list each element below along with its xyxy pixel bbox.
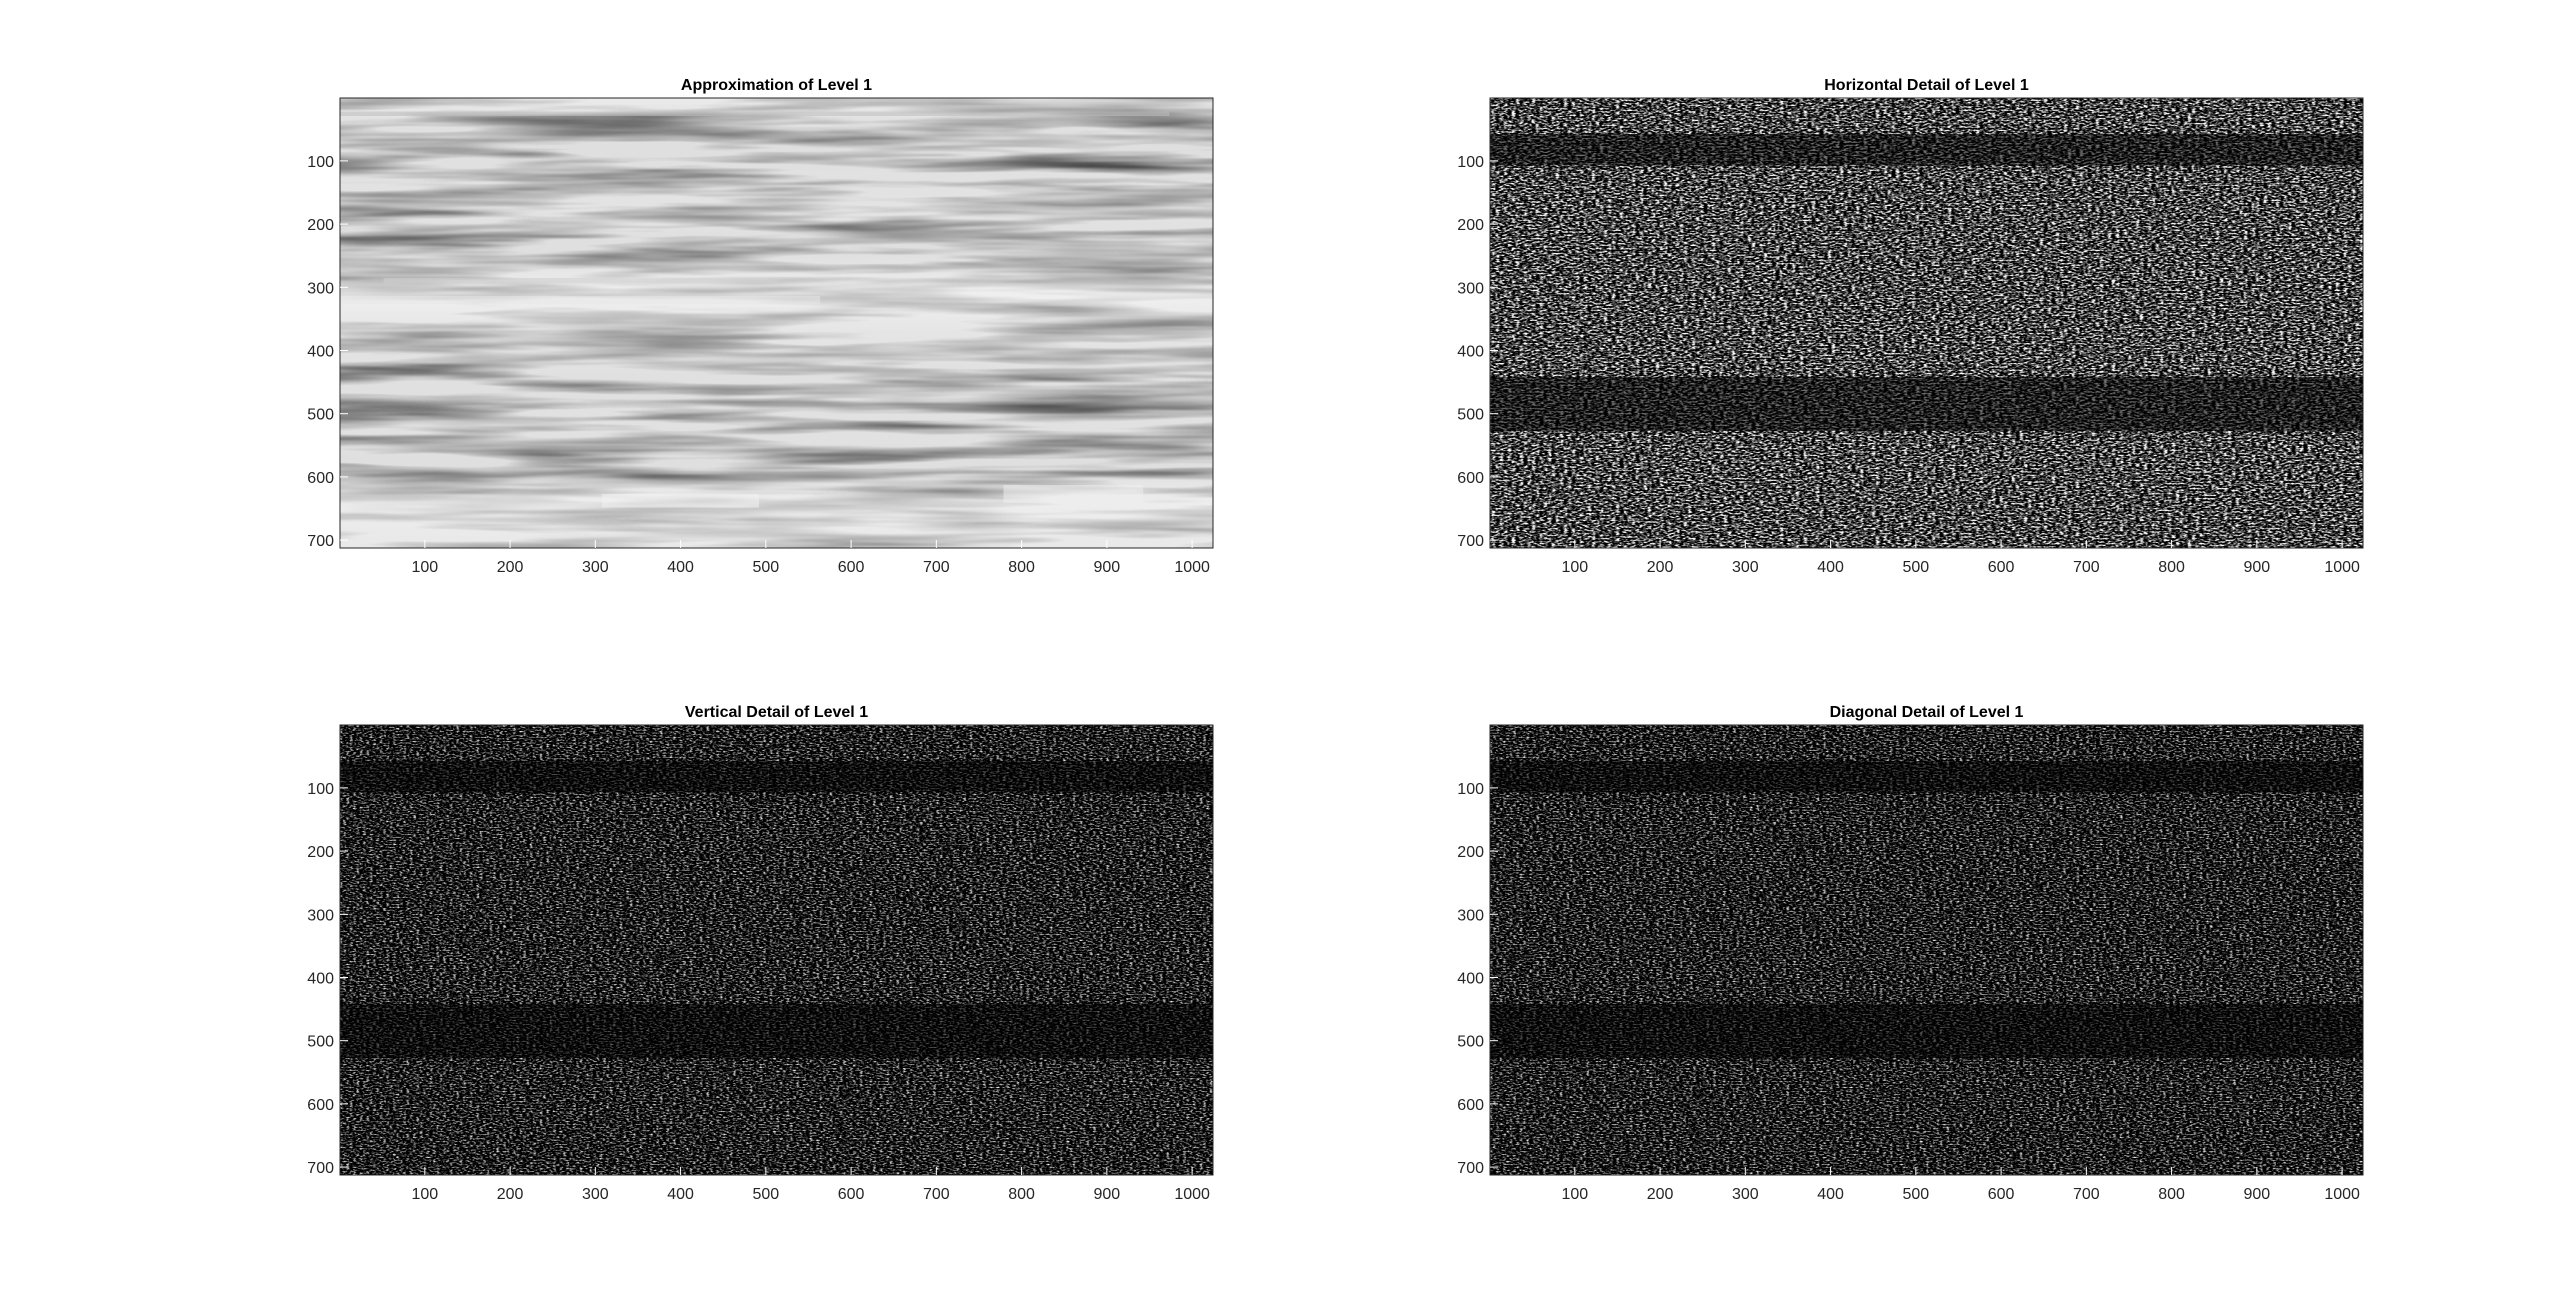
- y-tick-label: 700: [307, 533, 334, 550]
- y-tick-label: 400: [307, 343, 334, 360]
- x-tick-label: 400: [667, 559, 694, 576]
- image-streak: [601, 494, 760, 508]
- x-tick-label: 100: [1561, 559, 1588, 576]
- x-tick-label: 400: [1817, 559, 1844, 576]
- image-streak: [1003, 485, 1144, 503]
- image-texture: [1490, 725, 2363, 1175]
- y-tick-label: 400: [307, 970, 334, 987]
- y-tick-label: 100: [307, 781, 334, 798]
- image-dark-band: [340, 1004, 1213, 1058]
- image-streak: [340, 111, 1170, 116]
- y-tick-label: 700: [1457, 1160, 1484, 1177]
- y-tick-label: 700: [307, 1160, 334, 1177]
- y-tick-label: 100: [1457, 154, 1484, 171]
- y-tick-label: 300: [307, 907, 334, 924]
- x-tick-label: 600: [1988, 1186, 2015, 1203]
- x-tick-label: 800: [2158, 559, 2185, 576]
- subplot-title: Horizontal Detail of Level 1: [1824, 77, 2029, 94]
- y-tick-label: 500: [307, 1034, 334, 1051]
- x-tick-label: 900: [2244, 1186, 2271, 1203]
- y-tick-label: 200: [1457, 844, 1484, 861]
- x-tick-label: 800: [1008, 1186, 1035, 1203]
- x-tick-label: 800: [2158, 1186, 2185, 1203]
- image-dark-band: [1490, 761, 2363, 793]
- x-tick-label: 300: [1732, 1186, 1759, 1203]
- y-tick-label: 500: [1457, 1034, 1484, 1051]
- x-tick-label: 900: [2244, 559, 2271, 576]
- x-tick-label: 800: [1008, 559, 1035, 576]
- y-tick-label: 400: [1457, 343, 1484, 360]
- image-dark-band: [1490, 134, 2363, 166]
- x-tick-label: 600: [838, 559, 865, 576]
- x-tick-label: 200: [1647, 559, 1674, 576]
- x-tick-label: 500: [752, 559, 779, 576]
- y-tick-label: 200: [1457, 217, 1484, 234]
- subplot-2: Horizontal Detail of Level 1 100 200 300 400…: [1457, 77, 2364, 576]
- image-texture: [340, 98, 1213, 548]
- x-tick-label: 1000: [2324, 559, 2360, 576]
- x-tick-label: 200: [497, 1186, 524, 1203]
- subplot-title: Diagonal Detail of Level 1: [1830, 704, 2024, 721]
- image-dark-band: [1490, 377, 2363, 431]
- y-tick-label: 700: [1457, 533, 1484, 550]
- image-texture: [340, 725, 1213, 1175]
- x-tick-label: 300: [582, 1186, 609, 1203]
- y-tick-label: 300: [307, 280, 334, 297]
- x-tick-label: 500: [1902, 559, 1929, 576]
- x-tick-label: 300: [1732, 559, 1759, 576]
- axes-frame: [1489, 724, 2364, 1176]
- axes-frame: [339, 724, 1214, 1176]
- x-tick-label: 100: [411, 1186, 438, 1203]
- x-tick-label: 500: [1902, 1186, 1929, 1203]
- x-tick-label: 600: [838, 1186, 865, 1203]
- axes-frame: [1489, 97, 2364, 549]
- x-tick-label: 900: [1094, 559, 1121, 576]
- x-tick-label: 300: [582, 559, 609, 576]
- x-tick-label: 600: [1988, 559, 2015, 576]
- x-tick-label: 700: [923, 1186, 950, 1203]
- x-tick-label: 200: [1647, 1186, 1674, 1203]
- x-tick-label: 700: [2073, 1186, 2100, 1203]
- x-tick-label: 1000: [1174, 1186, 1210, 1203]
- x-tick-label: 500: [752, 1186, 779, 1203]
- y-tick-label: 600: [307, 1097, 334, 1114]
- x-tick-label: 900: [1094, 1186, 1121, 1203]
- image-streak: [340, 296, 821, 305]
- y-tick-label: 100: [307, 154, 334, 171]
- y-tick-label: 200: [307, 217, 334, 234]
- x-tick-label: 400: [667, 1186, 694, 1203]
- subplot-4: Diagonal Detail of Level 1 100 200 300 400 50…: [1457, 704, 2364, 1203]
- y-tick-label: 400: [1457, 970, 1484, 987]
- x-tick-label: 100: [1561, 1186, 1588, 1203]
- x-tick-label: 200: [497, 559, 524, 576]
- x-tick-label: 700: [2073, 559, 2100, 576]
- image-dark-band: [340, 761, 1213, 793]
- x-tick-label: 700: [923, 559, 950, 576]
- y-tick-label: 500: [307, 407, 334, 424]
- y-tick-label: 500: [1457, 407, 1484, 424]
- axes-frame: [339, 97, 1214, 549]
- image-texture: [1490, 98, 2363, 548]
- x-tick-label: 1000: [2324, 1186, 2360, 1203]
- subplot-3: Vertical Detail of Level 1 100 200 300 400 50…: [307, 704, 1214, 1203]
- y-tick-label: 600: [1457, 1097, 1484, 1114]
- y-tick-label: 600: [1457, 470, 1484, 487]
- x-tick-label: 100: [411, 559, 438, 576]
- y-tick-label: 300: [1457, 907, 1484, 924]
- y-tick-label: 300: [1457, 280, 1484, 297]
- y-tick-label: 600: [307, 470, 334, 487]
- image-streak: [383, 278, 777, 284]
- subplot-title: Approximation of Level 1: [681, 77, 872, 94]
- subplot-title: Vertical Detail of Level 1: [685, 704, 868, 721]
- x-tick-label: 1000: [1174, 559, 1210, 576]
- y-tick-label: 100: [1457, 781, 1484, 798]
- image-dark-band: [1490, 1004, 2363, 1058]
- x-tick-label: 400: [1817, 1186, 1844, 1203]
- subplot-1: Approximation of Level 1 100 200 300 400 500 6…: [307, 77, 1214, 576]
- y-tick-label: 200: [307, 844, 334, 861]
